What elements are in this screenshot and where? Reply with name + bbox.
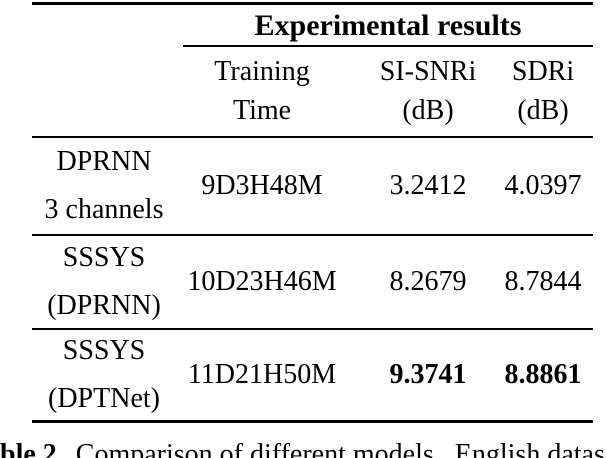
row1-model-line1: DPRNN [56, 146, 152, 177]
row2-model-line1: SSSYS [62, 242, 146, 273]
row3-sdri-value: 8.8861 [504, 359, 582, 390]
row2-si-snri-value: 8.2679 [389, 266, 467, 297]
row2-sdri-value: 8.7844 [504, 266, 582, 297]
row1-si-snri-value: 3.2412 [389, 170, 467, 201]
row1-training-time: 9D3H48M [201, 170, 323, 201]
caption-label: ble 2. [0, 439, 64, 458]
table-rule-cmid-group [183, 45, 593, 47]
caption-sentence-1: Comparison of different models. [75, 439, 441, 458]
row3-si-snri-value: 9.3741 [389, 359, 467, 390]
row3-model-line2: (DPTNet) [48, 383, 160, 414]
row1-model-line2: 3 channels [44, 194, 164, 225]
row3-training-time: 11D21H50M [187, 359, 337, 390]
col-header-si-snri: SI-SNRi [379, 56, 477, 87]
table-rule-row2-bottom [32, 328, 593, 330]
table-group-header: Experimental results [254, 9, 522, 42]
col-header-training-unit: Time [232, 95, 292, 126]
caption-sentence-2: English dataset [454, 439, 606, 458]
col-header-sdri: SDRi [511, 56, 575, 87]
table-caption: ble 2. Comparison of different models. Eng… [0, 441, 606, 458]
row3-model-line1: SSSYS [62, 335, 146, 366]
col-header-training: Training [214, 56, 310, 87]
row1-sdri-value: 4.0397 [504, 170, 582, 201]
table-rule-bottom [32, 420, 593, 423]
table-rule-header-bottom [32, 136, 593, 138]
col-header-si-snri-unit: (dB) [402, 95, 454, 126]
table-rule-top [32, 2, 593, 5]
row2-training-time: 10D23H46M [187, 266, 337, 297]
table-rule-row1-bottom [32, 234, 593, 236]
row2-model-line2: (DPRNN) [47, 290, 161, 321]
col-header-sdri-unit: (dB) [517, 95, 569, 126]
